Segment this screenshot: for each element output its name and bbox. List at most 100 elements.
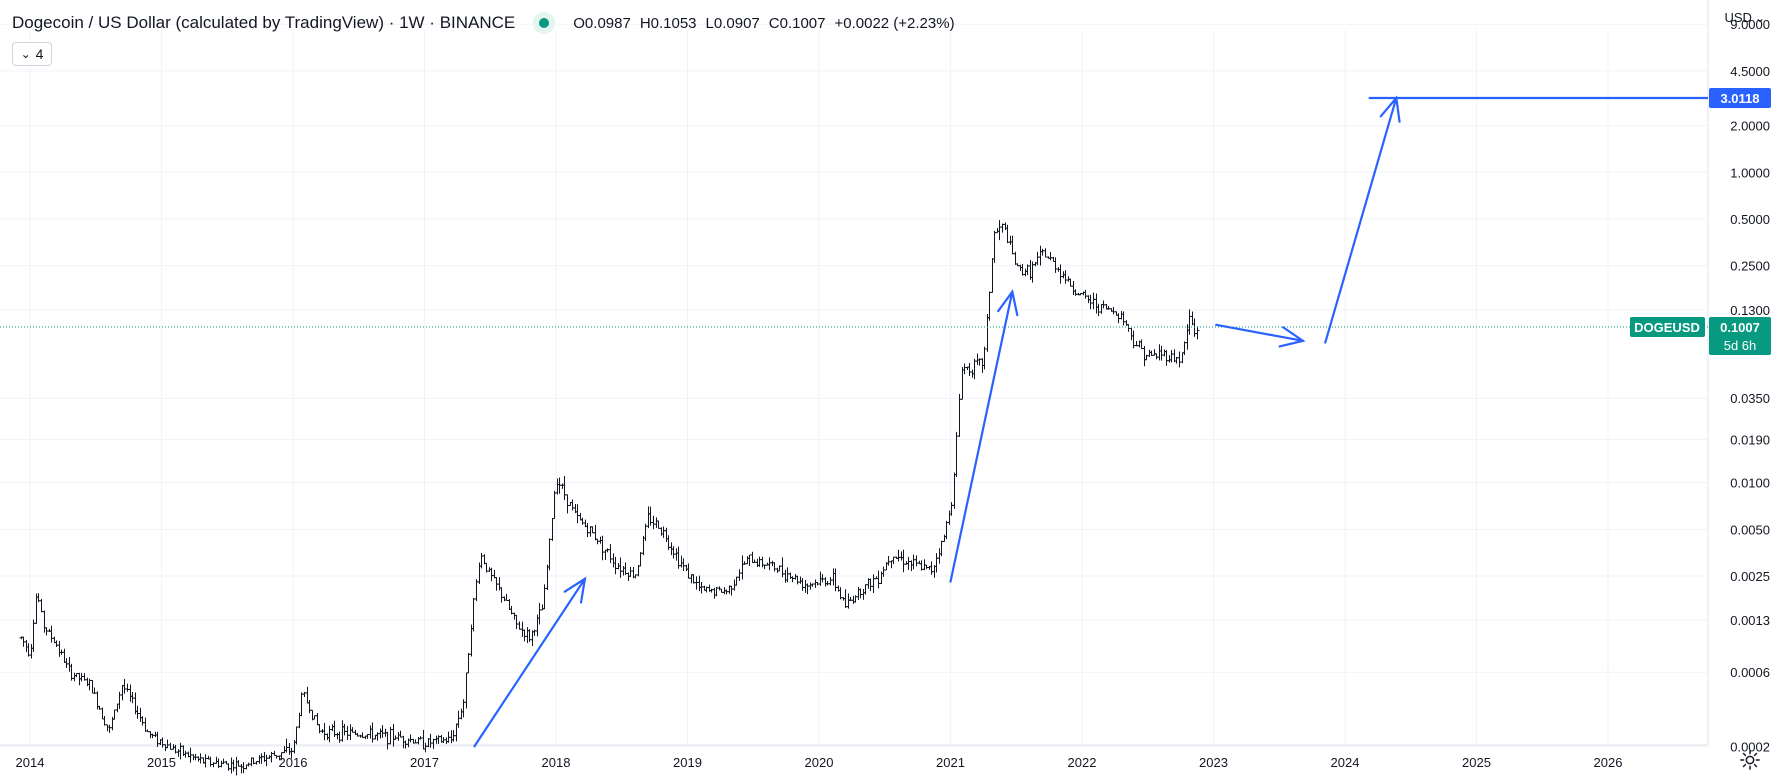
- price-bar: [105, 724, 110, 732]
- price-tick-label: 0.0013: [1730, 613, 1770, 628]
- price-bar: [803, 580, 808, 593]
- indicators-toggle-button[interactable]: ⌄ 4: [12, 42, 52, 66]
- price-bar: [939, 540, 944, 557]
- price-bar: [31, 619, 36, 652]
- arrow-shaft: [1215, 323, 1305, 342]
- price-bar: [52, 636, 57, 644]
- price-bar: [348, 724, 353, 741]
- price-bar: [679, 555, 684, 568]
- forecast-arrow-2[interactable]: [949, 289, 1019, 583]
- price-bar: [350, 727, 355, 733]
- price-bar: [1048, 252, 1053, 261]
- price-bar: [140, 716, 145, 726]
- price-bar: [899, 551, 904, 561]
- price-bar: [1073, 289, 1078, 296]
- price-bar: [249, 757, 254, 767]
- price-bar: [621, 566, 626, 576]
- price-bar: [297, 712, 302, 729]
- time-axis: 2014 2015 2016 2017 2018 2019 2020 2021 2022 2023…: [16, 755, 1623, 770]
- price-bar: [408, 734, 413, 743]
- price-bar: [102, 715, 107, 726]
- price-labels: 3.0118 DOGEUSD 0.1007 5d 6h: [1630, 88, 1771, 355]
- price-bar: [628, 566, 633, 577]
- price-bar: [694, 576, 699, 590]
- price-bar: [239, 764, 244, 774]
- price-bar: [1162, 349, 1167, 357]
- price-bar: [522, 629, 527, 642]
- price-bar: [520, 621, 525, 637]
- price-bar: [507, 599, 512, 610]
- market-status-icon[interactable]: [533, 12, 556, 34]
- price-bar: [562, 476, 567, 501]
- price-bar: [299, 692, 304, 717]
- price-bar: [1091, 292, 1096, 310]
- price-bar: [734, 576, 739, 586]
- gear-icon[interactable]: [1739, 749, 1761, 771]
- price-tick-label: 2.0000: [1730, 119, 1770, 134]
- price-bar: [325, 733, 330, 740]
- price-bar: [1068, 278, 1073, 287]
- price-bar: [605, 548, 610, 553]
- price-bar: [982, 346, 987, 370]
- price-bar: [843, 589, 848, 608]
- price-bar: [229, 757, 234, 774]
- price-bar: [871, 574, 876, 593]
- price-tick-label: 0.0190: [1730, 432, 1770, 447]
- price-bar: [1167, 355, 1172, 363]
- price-bar: [757, 556, 762, 568]
- symbol-price-tag: DOGEUSD: [1630, 317, 1705, 337]
- price-bar: [257, 755, 262, 764]
- arrow-head: [1278, 326, 1306, 348]
- price-bar: [990, 258, 995, 293]
- forecast-arrow-3[interactable]: [1215, 323, 1306, 348]
- price-bar: [74, 672, 79, 678]
- price-bar: [891, 556, 896, 565]
- price-bar: [42, 610, 47, 633]
- price-bar: [603, 549, 608, 561]
- price-bar: [1063, 270, 1068, 284]
- forecast-arrow-1[interactable]: [473, 576, 587, 748]
- forecast-arrow-4[interactable]: [1324, 95, 1401, 344]
- price-bar: [434, 735, 439, 744]
- price-bar: [790, 576, 795, 583]
- price-bar: [464, 672, 469, 709]
- price-bar: [1180, 352, 1185, 364]
- price-bar: [681, 558, 686, 572]
- price-bar: [431, 738, 436, 749]
- price-bar: [1000, 223, 1005, 233]
- price-bar: [1071, 281, 1076, 296]
- price-bar: [1028, 260, 1033, 280]
- price-bar: [100, 707, 105, 720]
- price-bar: [909, 560, 914, 572]
- price-bar: [942, 534, 947, 542]
- drawings[interactable]: [0, 95, 1708, 748]
- price-bar: [79, 672, 84, 682]
- ohlc-change: +0.0022 (+2.23%): [834, 14, 955, 32]
- price-bar: [474, 579, 479, 602]
- symbol-title[interactable]: Dogecoin / US Dollar (calculated by Trad…: [12, 13, 516, 32]
- price-bar: [337, 731, 342, 743]
- price-tick-label: 4.5000: [1730, 64, 1770, 79]
- price-bar: [600, 535, 605, 561]
- price-bar: [456, 710, 461, 728]
- price-bar: [560, 483, 565, 489]
- price-bar: [737, 569, 742, 581]
- price-bar: [107, 724, 112, 733]
- price-bar: [530, 630, 535, 647]
- time-tick-label: 2025: [1462, 755, 1491, 770]
- target-price-label: 3.0118: [1709, 88, 1771, 108]
- price-bar: [1005, 224, 1010, 244]
- price-bar: [1086, 295, 1091, 304]
- price-bar: [954, 431, 959, 478]
- price-bar: [90, 679, 95, 694]
- currency-selector[interactable]: USD ⌄: [1724, 10, 1765, 25]
- price-bar: [712, 587, 717, 599]
- price-bar: [775, 567, 780, 573]
- price-bar: [1088, 294, 1093, 310]
- price-bar: [305, 686, 310, 704]
- time-tick-label: 2014: [16, 755, 45, 770]
- price-bar: [1154, 353, 1159, 360]
- price-bar: [565, 494, 570, 514]
